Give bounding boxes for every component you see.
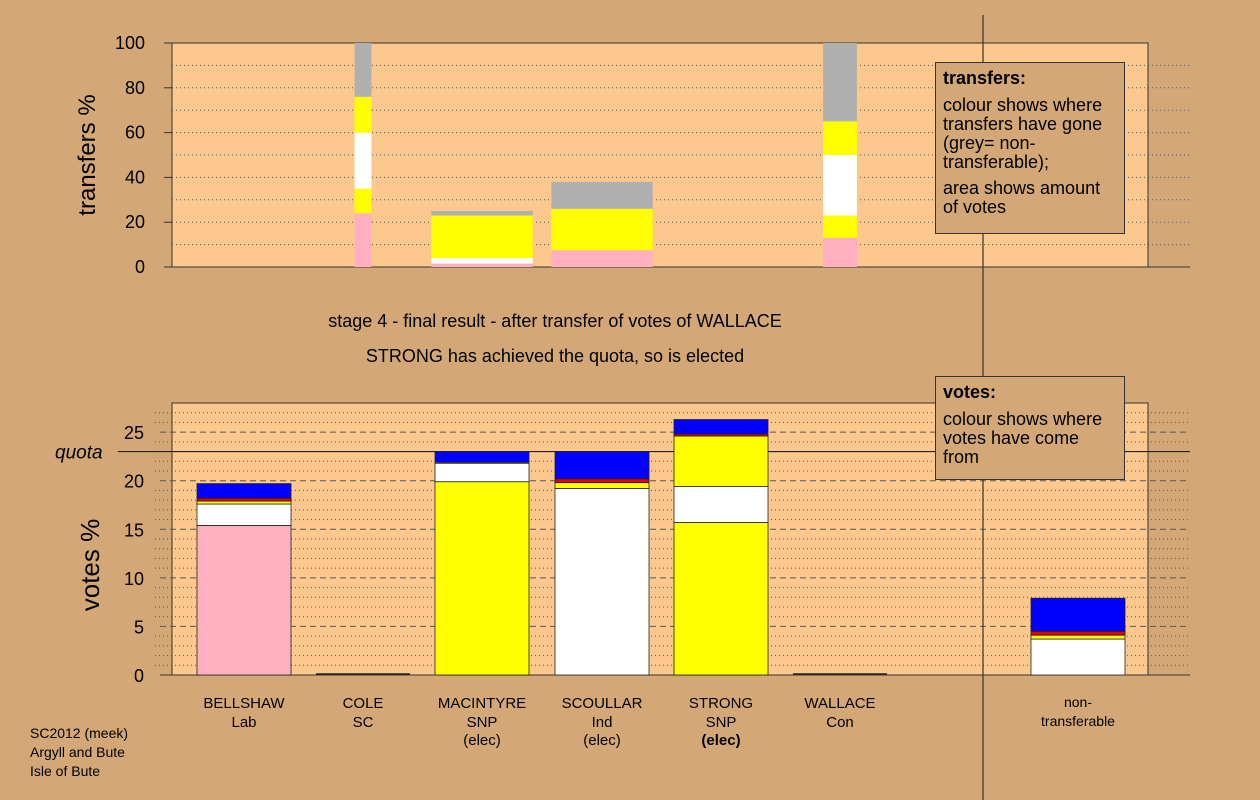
transfers-ytick-label: 0 [135, 257, 145, 277]
vote-segment [196, 483, 292, 499]
transfer-segment [551, 208, 653, 251]
transfers-ylabel: transfers % [74, 94, 101, 215]
votes-legend: votes: colour shows where votes have com… [935, 376, 1125, 480]
transfers-legend-line2: area shows amount of votes [943, 178, 1101, 217]
votes-ytick-label: 20 [124, 472, 144, 492]
vote-segment [434, 481, 530, 676]
vote-segment [673, 419, 769, 435]
candidate-elected-label: (elec) [701, 732, 740, 749]
transfer-segment [551, 181, 653, 209]
candidate-name-label: MACINTYRE [438, 695, 526, 712]
transfers-legend: transfers: colour shows where transfers … [935, 62, 1125, 234]
transfer-segment [823, 237, 857, 267]
transfers-legend-title: transfers: [943, 68, 1027, 88]
transfer-segment [431, 211, 533, 216]
transfer-segment [354, 188, 372, 214]
votes-ytick-label: 0 [134, 666, 144, 686]
vote-segment [554, 488, 650, 676]
quota-label: quota [55, 443, 103, 464]
candidate-name-label: SCOULLAR [562, 695, 643, 712]
candidate-name-label: STRONG [689, 695, 753, 712]
transfers-legend-line1: colour shows where transfers have gone (… [943, 95, 1103, 172]
transfer-segment [354, 213, 372, 267]
transfers-ytick-label: 20 [125, 212, 145, 232]
transfers-ytick-label: 80 [125, 78, 145, 98]
candidate-elected-label: (elec) [583, 732, 621, 749]
vote-segment [554, 451, 650, 480]
transfers-ytick-label: 60 [125, 123, 145, 143]
candidate-party-label: SNP [706, 714, 737, 731]
vote-segment [554, 482, 650, 489]
vote-segment [673, 522, 769, 676]
candidate-name-label: WALLACE [804, 695, 875, 712]
transfer-segment [823, 215, 857, 238]
transfer-segment [823, 43, 857, 122]
nontransferable-segment [1030, 638, 1126, 676]
vote-segment [434, 451, 530, 463]
vote-segment [196, 497, 292, 502]
votes-ytick-label: 15 [124, 520, 144, 540]
nontransferable-label-line2: transferable [1041, 713, 1115, 729]
transfer-segment [823, 121, 857, 155]
source-line1: SC2012 (meek) [30, 725, 129, 741]
transfer-segment [354, 43, 372, 97]
candidate-party-label: SNP [467, 714, 498, 731]
transfer-segment [431, 263, 533, 267]
transfer-segment [431, 258, 533, 264]
transfer-segment [551, 250, 653, 267]
candidate-party-label: Con [826, 714, 854, 731]
votes-ytick-label: 10 [124, 569, 144, 589]
candidate-party-label: Ind [592, 714, 613, 731]
transfer-segment [354, 132, 372, 189]
nontransferable-segment [1030, 597, 1126, 632]
nontransferable-segment [1030, 630, 1126, 636]
transfer-segment [823, 155, 857, 216]
votes-ylabel: votes % [75, 519, 105, 612]
vote-segment [673, 486, 769, 523]
candidate-name-label: BELLSHAW [203, 695, 285, 712]
source-line2: Argyll and Bute [30, 744, 125, 760]
transfer-segment [354, 96, 372, 133]
transfer-segment [431, 215, 533, 259]
stage-caption: stage 4 - final result - after transfer … [328, 311, 782, 331]
candidate-party-label: Lab [231, 714, 256, 731]
vote-segment [673, 435, 769, 487]
candidate-elected-label: (elec) [463, 732, 501, 749]
source-line3: Isle of Bute [30, 763, 101, 779]
vote-segment [196, 503, 292, 526]
source-note: SC2012 (meek) Argyll and Bute Isle of Bu… [30, 724, 128, 781]
transfers-ytick-label: 100 [115, 33, 145, 53]
votes-ytick-label: 25 [124, 423, 144, 443]
candidate-party-label: SC [353, 714, 374, 731]
transfers-ytick-label: 40 [125, 167, 145, 187]
votes-legend-line1: colour shows where votes have come from [943, 409, 1103, 467]
vote-segment [434, 462, 530, 483]
elected-caption: STRONG has achieved the quota, so is ele… [365, 346, 745, 366]
vote-segment [196, 500, 292, 505]
nontransferable-segment [1030, 634, 1126, 640]
votes-legend-title: votes: [943, 382, 997, 402]
vote-segment [196, 525, 292, 676]
vote-segment [554, 478, 650, 484]
nontransferable-label-line1: non- [1064, 694, 1092, 710]
votes-ytick-label: 5 [134, 617, 144, 637]
candidate-name-label: COLE [343, 695, 384, 712]
